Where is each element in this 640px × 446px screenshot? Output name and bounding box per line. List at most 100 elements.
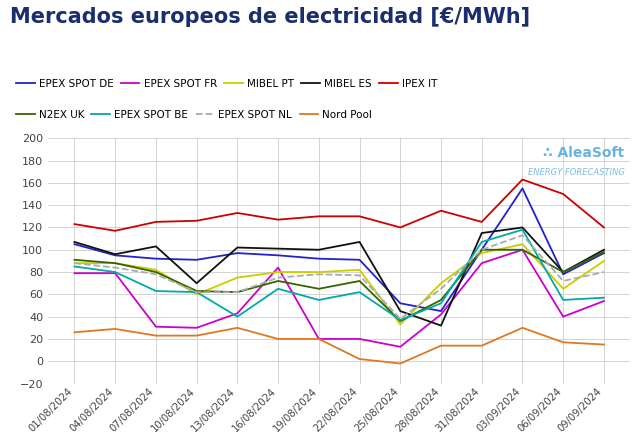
EPEX SPOT DE (356, 257, 364, 262)
N2EX UK (111, 260, 119, 266)
Text: ENERGY FORECASTING: ENERGY FORECASTING (528, 168, 625, 177)
MIBEL PT (152, 267, 160, 273)
EPEX SPOT FR (152, 324, 160, 329)
IPEX IT (396, 225, 404, 230)
Line: EPEX SPOT BE: EPEX SPOT BE (74, 230, 604, 320)
EPEX SPOT FR (518, 247, 526, 252)
N2EX UK (275, 278, 282, 284)
EPEX SPOT DE (600, 251, 608, 256)
EPEX SPOT BE (356, 289, 364, 295)
Nord Pool (518, 325, 526, 330)
Line: IPEX IT: IPEX IT (74, 179, 604, 231)
EPEX SPOT NL (315, 272, 323, 277)
Line: MIBEL PT: MIBEL PT (74, 244, 604, 325)
Nord Pool (396, 361, 404, 366)
IPEX IT (518, 177, 526, 182)
Nord Pool (559, 340, 567, 345)
Legend: N2EX UK, EPEX SPOT BE, EPEX SPOT NL, Nord Pool: N2EX UK, EPEX SPOT BE, EPEX SPOT NL, Nor… (12, 106, 376, 124)
IPEX IT (559, 191, 567, 197)
MIBEL PT (70, 260, 78, 266)
EPEX SPOT FR (234, 310, 241, 316)
MIBEL PT (315, 269, 323, 275)
N2EX UK (152, 269, 160, 275)
EPEX SPOT FR (437, 312, 445, 317)
IPEX IT (437, 208, 445, 213)
MIBEL ES (437, 323, 445, 328)
Line: N2EX UK: N2EX UK (74, 250, 604, 321)
EPEX SPOT NL (559, 278, 567, 284)
EPEX SPOT BE (315, 297, 323, 302)
EPEX SPOT FR (315, 336, 323, 342)
EPEX SPOT DE (559, 272, 567, 277)
EPEX SPOT NL (356, 273, 364, 278)
EPEX SPOT BE (600, 295, 608, 301)
MIBEL ES (275, 246, 282, 251)
IPEX IT (275, 217, 282, 223)
MIBEL ES (396, 309, 404, 314)
EPEX SPOT BE (275, 286, 282, 292)
EPEX SPOT FR (478, 260, 486, 266)
N2EX UK (559, 269, 567, 275)
N2EX UK (234, 289, 241, 295)
EPEX SPOT NL (70, 260, 78, 266)
N2EX UK (70, 257, 78, 262)
Line: EPEX SPOT FR: EPEX SPOT FR (74, 250, 604, 347)
IPEX IT (152, 219, 160, 224)
MIBEL PT (559, 286, 567, 292)
IPEX IT (193, 218, 200, 223)
EPEX SPOT BE (437, 301, 445, 306)
Line: MIBEL ES: MIBEL ES (74, 227, 604, 326)
EPEX SPOT NL (437, 286, 445, 292)
Nord Pool (70, 330, 78, 335)
EPEX SPOT DE (437, 309, 445, 314)
MIBEL PT (518, 242, 526, 247)
Text: ∴ AleaSoft: ∴ AleaSoft (543, 145, 625, 160)
EPEX SPOT FR (559, 314, 567, 319)
EPEX SPOT DE (396, 301, 404, 306)
EPEX SPOT BE (193, 289, 200, 295)
EPEX SPOT DE (70, 242, 78, 247)
Nord Pool (193, 333, 200, 338)
EPEX SPOT FR (356, 336, 364, 342)
N2EX UK (396, 318, 404, 324)
EPEX SPOT FR (111, 270, 119, 276)
EPEX SPOT NL (152, 272, 160, 277)
MIBEL ES (193, 281, 200, 286)
Line: EPEX SPOT DE: EPEX SPOT DE (74, 188, 604, 311)
IPEX IT (111, 228, 119, 234)
MIBEL PT (275, 269, 282, 275)
MIBEL PT (478, 251, 486, 256)
EPEX SPOT NL (193, 289, 200, 295)
MIBEL ES (315, 247, 323, 252)
MIBEL PT (437, 281, 445, 286)
Legend: EPEX SPOT DE, EPEX SPOT FR, MIBEL PT, MIBEL ES, IPEX IT: EPEX SPOT DE, EPEX SPOT FR, MIBEL PT, MI… (12, 74, 442, 93)
IPEX IT (70, 221, 78, 227)
EPEX SPOT DE (275, 252, 282, 258)
IPEX IT (478, 219, 486, 224)
EPEX SPOT FR (193, 325, 200, 330)
EPEX SPOT NL (275, 275, 282, 281)
Nord Pool (478, 343, 486, 348)
EPEX SPOT DE (315, 256, 323, 261)
Nord Pool (152, 333, 160, 338)
N2EX UK (478, 247, 486, 252)
EPEX SPOT BE (396, 318, 404, 323)
EPEX SPOT BE (478, 239, 486, 244)
MIBEL ES (478, 230, 486, 235)
IPEX IT (234, 211, 241, 216)
EPEX SPOT DE (478, 247, 486, 252)
EPEX SPOT NL (518, 233, 526, 238)
Nord Pool (600, 342, 608, 347)
Text: Mercados europeos de electricidad [€/MWh]: Mercados europeos de electricidad [€/MWh… (10, 7, 530, 27)
Nord Pool (315, 336, 323, 342)
MIBEL ES (600, 247, 608, 252)
EPEX SPOT NL (111, 265, 119, 270)
N2EX UK (518, 247, 526, 252)
MIBEL ES (518, 225, 526, 230)
EPEX SPOT FR (275, 265, 282, 270)
EPEX SPOT NL (600, 269, 608, 275)
EPEX SPOT BE (518, 227, 526, 232)
N2EX UK (600, 249, 608, 255)
IPEX IT (315, 214, 323, 219)
N2EX UK (437, 297, 445, 302)
